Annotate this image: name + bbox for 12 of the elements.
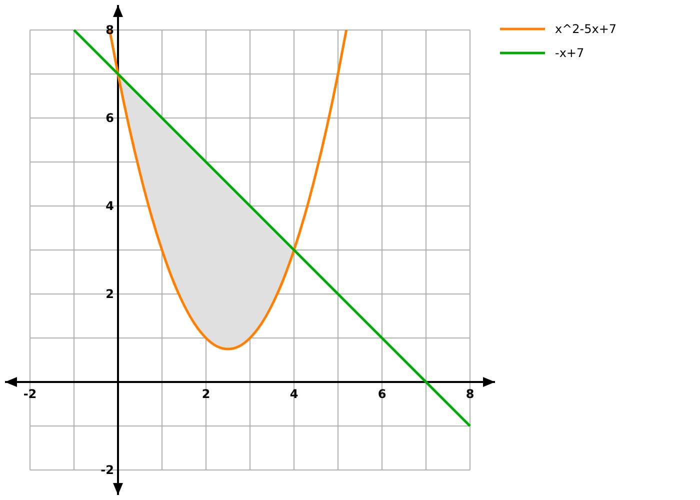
legend-label: x^2-5x+7 [555,22,617,36]
x-tick-label: 4 [290,387,298,401]
y-tick-label: 4 [106,199,114,213]
y-tick-label: 8 [106,23,114,37]
x-tick-label: 2 [202,387,210,401]
x-tick-label: 8 [466,387,474,401]
y-tick-label: 6 [106,111,114,125]
legend-label: -x+7 [555,46,584,60]
y-tick-label: -2 [100,463,114,477]
x-tick-label: -2 [23,387,37,401]
x-tick-label: 6 [378,387,386,401]
y-tick-label: 2 [106,287,114,301]
